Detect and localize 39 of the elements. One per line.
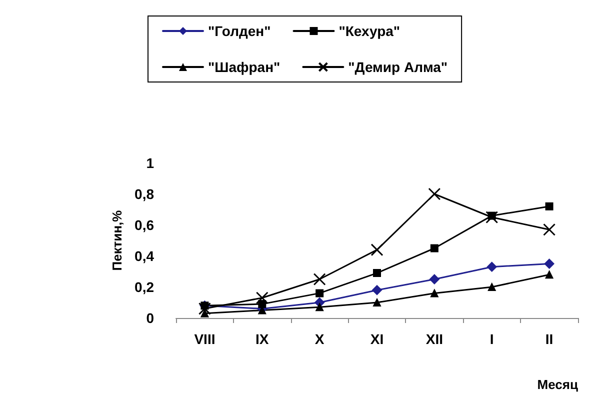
point (200, 309, 209, 318)
point (316, 303, 324, 312)
y-tick-label: 0,8 (134, 186, 154, 202)
y-tick-label: 0,4 (134, 248, 154, 264)
point (198, 302, 211, 315)
point (256, 292, 268, 304)
y-tick-label: 1 (146, 155, 154, 171)
legend-label: "Голден" (208, 23, 271, 39)
x-tick-label: XI (370, 331, 384, 347)
x-axis-title: Месяц (537, 377, 578, 392)
point (545, 202, 554, 210)
x-tick-label: IX (256, 331, 270, 347)
legend-label: "Шафран" (208, 59, 280, 75)
point (545, 270, 554, 279)
point (316, 289, 324, 298)
x-tick-label: XII (426, 331, 443, 347)
y-tick-label: 0,2 (134, 279, 154, 295)
point (373, 269, 381, 278)
point (373, 298, 381, 306)
legend-label: "Демир Алма" (348, 59, 448, 75)
point (429, 274, 440, 284)
point (372, 285, 382, 296)
point (488, 283, 496, 291)
point (486, 262, 497, 272)
legend-label: "Кехура" (338, 23, 400, 39)
point (543, 223, 556, 236)
point (313, 273, 326, 286)
point (370, 244, 384, 256)
point (428, 188, 441, 200)
x-tick-label: II (545, 331, 554, 347)
x-tick-label: I (490, 331, 494, 347)
point (430, 244, 438, 252)
x-tick-label: X (314, 331, 325, 347)
y-axis-title: Пектин,% (110, 210, 125, 271)
y-tick-label: 0 (146, 310, 154, 326)
x-tick-label: VIII (194, 331, 216, 347)
y-tick-label: 0,6 (134, 217, 154, 233)
point (544, 258, 554, 269)
point (430, 289, 438, 298)
